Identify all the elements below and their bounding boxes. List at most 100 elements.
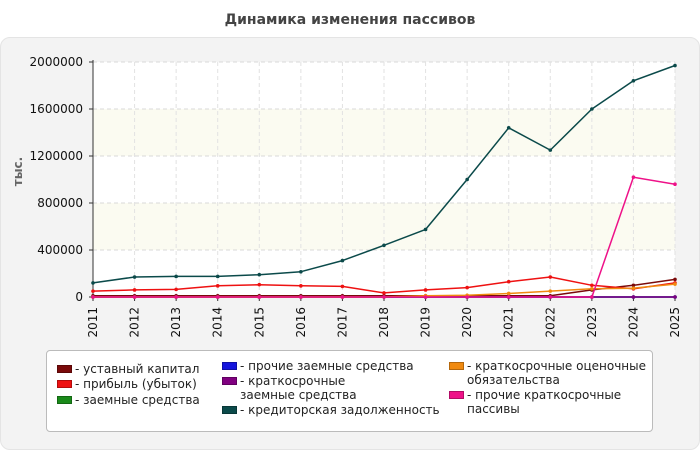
legend-swatch (222, 362, 237, 370)
data-point (91, 281, 95, 285)
y-tick-label: 0 (75, 290, 83, 304)
data-point (673, 63, 677, 68)
data-point (548, 148, 553, 152)
data-point (299, 284, 303, 288)
data-point (132, 295, 137, 299)
data-point (465, 177, 469, 182)
x-tick-label: 2016 (294, 307, 308, 338)
data-point (215, 295, 220, 299)
data-point (215, 284, 220, 288)
data-point (465, 295, 469, 299)
data-point (631, 175, 636, 179)
legend-label: - краткосрочные оценочные обязательства (467, 359, 646, 387)
data-point (590, 286, 594, 291)
y-tick-label: 800000 (37, 196, 83, 210)
x-tick-label: 2023 (585, 307, 599, 338)
legend-item-other-short-term-liabilities: - прочие краткосрочные пассивы (449, 388, 649, 416)
data-point (423, 227, 428, 232)
y-tick-label: 1200000 (30, 149, 83, 163)
data-point (340, 295, 345, 299)
data-point (548, 289, 553, 293)
data-point (673, 282, 677, 286)
legend-label: - прибыль (убыток) (75, 377, 197, 391)
data-point (673, 295, 677, 299)
legend-item-short-term-borrowed: - краткосрочные заемные средства (222, 374, 422, 402)
legend-label: - уставный капитал (75, 362, 200, 376)
legend-swatch (57, 380, 72, 388)
legend-label: - кредиторская задолженность (240, 403, 440, 417)
plot-area (93, 62, 675, 297)
data-point (631, 283, 636, 288)
x-tick-label: 2013 (169, 307, 183, 338)
y-tick-label: 400000 (37, 243, 83, 257)
data-point (174, 287, 178, 292)
legend-label: - заемные средства (75, 393, 200, 407)
x-tick-label: 2017 (335, 307, 349, 338)
legend-item-profit-loss: - прибыль (убыток) (57, 377, 197, 391)
x-tick-label: 2020 (460, 307, 474, 338)
legend-swatch (449, 362, 464, 370)
data-point (506, 295, 511, 299)
x-tick-label: 2021 (502, 307, 516, 338)
data-point (382, 243, 386, 248)
data-point (382, 291, 386, 295)
data-point (631, 295, 636, 299)
data-point (257, 272, 262, 277)
legend-label: - прочие заемные средства (240, 359, 414, 373)
data-point (340, 258, 345, 263)
data-point (548, 275, 553, 279)
data-point (382, 295, 386, 299)
data-point (174, 295, 178, 299)
data-point (506, 279, 511, 284)
legend-swatch (57, 396, 72, 404)
legend-item-estimated-liabilities: - краткосрочные оценочные обязательства (449, 359, 649, 387)
data-point (465, 285, 469, 290)
data-point (423, 295, 428, 299)
data-point (423, 288, 428, 292)
legend-swatch (222, 406, 237, 414)
legend-swatch (449, 391, 464, 399)
data-point (91, 289, 95, 293)
legend-item-other-borrowed-funds: - прочие заемные средства (222, 359, 414, 373)
data-point (299, 269, 303, 274)
data-point (506, 291, 511, 296)
x-tick-label: 2018 (377, 307, 391, 338)
x-tick-label: 2024 (626, 307, 640, 338)
data-point (673, 277, 677, 282)
data-point (257, 295, 262, 299)
data-point (257, 282, 262, 287)
data-point (590, 295, 594, 299)
legend-swatch (57, 365, 72, 373)
data-point (590, 107, 594, 111)
data-point (548, 295, 553, 299)
x-tick-label: 2015 (252, 307, 266, 338)
y-tick-label: 2000000 (30, 55, 83, 69)
chart-legend: - уставный капитал - прибыль (убыток) - … (46, 350, 653, 432)
legend-swatch (222, 377, 237, 385)
data-point (132, 275, 137, 279)
legend-label: - прочие краткосрочные пассивы (467, 388, 622, 416)
data-point (631, 79, 636, 83)
y-tick-label: 1600000 (30, 102, 83, 116)
data-point (215, 274, 220, 279)
data-point (174, 274, 178, 279)
x-tick-label: 2012 (128, 307, 142, 338)
x-tick-label: 2011 (86, 307, 100, 338)
y-axis-label: тыс. (11, 157, 25, 186)
data-point (299, 295, 303, 299)
legend-item-borrowed-funds: - заемные средства (57, 393, 200, 407)
data-point (91, 295, 95, 299)
x-tick-label: 2019 (419, 307, 433, 338)
x-tick-label: 2025 (668, 307, 682, 338)
legend-item-charter-capital: - уставный капитал (57, 362, 199, 376)
data-point (132, 288, 137, 292)
legend-item-accounts-payable: - кредиторская задолженность (222, 403, 440, 417)
x-tick-label: 2014 (211, 307, 225, 338)
chart-title: Динамика изменения пассивов (224, 12, 476, 28)
legend-label: - краткосрочные заемные средства (240, 374, 357, 402)
data-point (590, 283, 594, 288)
data-point (673, 182, 677, 186)
data-point (340, 284, 345, 289)
x-tick-label: 2022 (543, 307, 557, 338)
